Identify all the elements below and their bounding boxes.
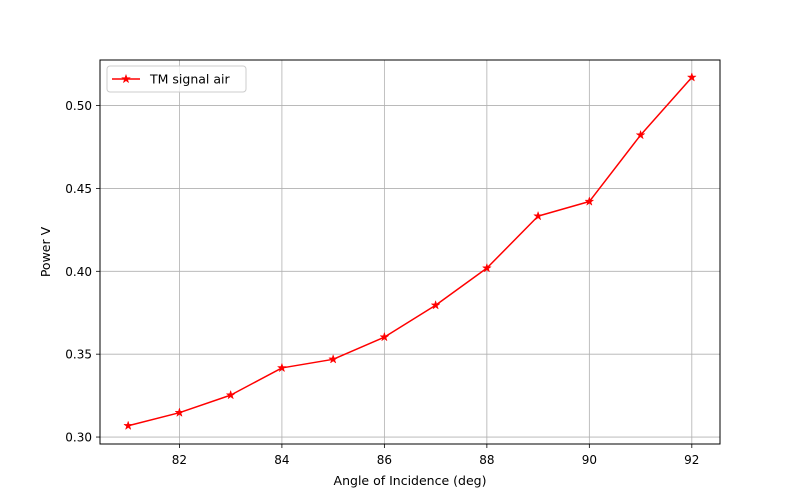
x-tick-label: 82 bbox=[172, 453, 187, 467]
data-point-marker bbox=[584, 196, 595, 206]
legend-label: TM signal air bbox=[149, 72, 230, 87]
data-point-marker bbox=[635, 129, 646, 140]
data-point-marker bbox=[174, 407, 185, 417]
x-tick-label: 84 bbox=[274, 453, 289, 467]
data-point-marker bbox=[686, 72, 697, 82]
data-point-marker bbox=[123, 420, 134, 431]
legend-star-marker bbox=[120, 73, 132, 84]
y-axis-ticks: 0.30 0.35 0.40 0.45 0.50 bbox=[65, 99, 100, 445]
legend-box bbox=[106, 65, 247, 93]
legend: TM signal air bbox=[106, 65, 247, 93]
data-point-marker bbox=[225, 389, 236, 400]
x-axis-ticks: 82 84 86 88 90 92 bbox=[172, 444, 699, 467]
y-axis-title: Power V bbox=[38, 226, 53, 277]
data-point-marker bbox=[430, 299, 441, 310]
series-line-0 bbox=[127, 76, 693, 427]
x-tick-label: 86 bbox=[377, 453, 392, 467]
y-tick-label: 0.35 bbox=[65, 348, 92, 362]
y-tick-label: 0.30 bbox=[65, 431, 92, 445]
y-tick-label: 0.45 bbox=[65, 182, 92, 196]
plot-area-frame bbox=[99, 59, 721, 445]
data-point-marker bbox=[379, 331, 390, 342]
x-tick-label: 88 bbox=[479, 453, 494, 467]
grid-lines bbox=[100, 60, 720, 444]
x-tick-label: 92 bbox=[684, 453, 699, 467]
x-axis-title: Angle of Incidence (deg) bbox=[334, 473, 487, 488]
data-point-marker bbox=[328, 354, 339, 364]
y-tick-label: 0.50 bbox=[65, 99, 92, 113]
series-layer bbox=[123, 72, 697, 431]
data-point-marker bbox=[533, 210, 544, 221]
y-tick-label: 0.40 bbox=[65, 265, 92, 279]
data-point-marker bbox=[481, 262, 492, 273]
x-tick-label: 90 bbox=[582, 453, 597, 467]
data-point-marker bbox=[276, 362, 287, 373]
